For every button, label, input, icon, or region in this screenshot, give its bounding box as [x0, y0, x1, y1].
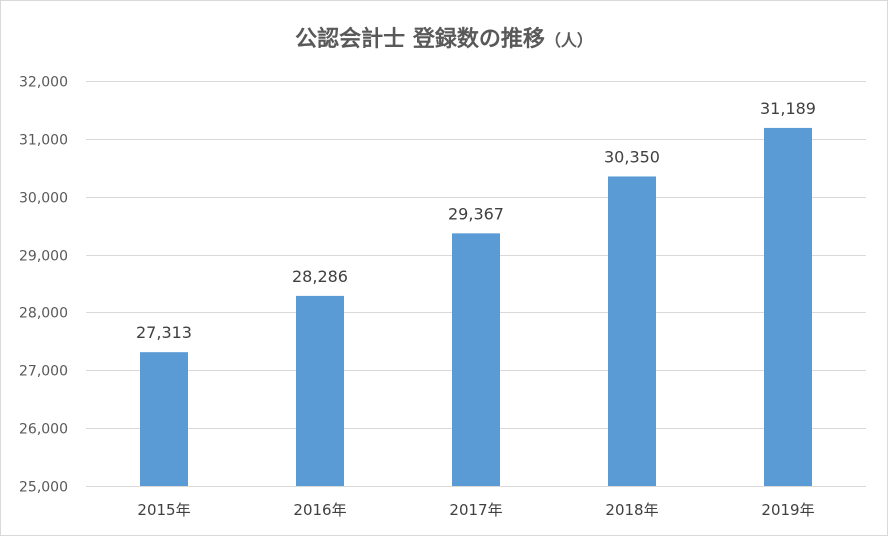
bar-value-label: 27,313 [136, 323, 192, 342]
bar-value-label: 30,350 [604, 147, 660, 166]
data-labels: 27,313 28,286 29,367 30,350 31,189 [136, 99, 816, 342]
x-axis-categories: 2015年 2016年 2017年 2018年 2019年 [137, 501, 814, 519]
x-category-label: 2018年 [605, 501, 658, 519]
y-tick-label: 28,000 [19, 306, 68, 322]
y-tick-label: 30,000 [19, 191, 68, 207]
y-tick-label: 26,000 [19, 422, 68, 438]
x-category-label: 2016年 [293, 501, 346, 519]
bar-value-label: 29,367 [448, 204, 504, 223]
y-tick-label: 31,000 [19, 133, 68, 149]
bar [296, 295, 344, 486]
bar [140, 352, 188, 486]
y-tick-label: 29,000 [19, 249, 68, 265]
bars [140, 127, 812, 486]
bar [764, 127, 812, 486]
x-category-label: 2015年 [137, 501, 190, 519]
y-tick-label: 27,000 [19, 364, 68, 380]
y-tick-label: 25,000 [19, 480, 68, 496]
bar-value-label: 31,189 [760, 99, 816, 118]
chart-title-main: 公認会計士 登録数の推移 [295, 26, 545, 52]
y-axis-ticks: 25,000 26,000 27,000 28,000 29,000 30,000 31,0… [19, 75, 68, 496]
bar [452, 233, 500, 486]
bar-value-label: 28,286 [292, 267, 348, 286]
chart-title: 公認会計士 登録数の推移（人） [295, 26, 593, 52]
x-category-label: 2017年 [449, 501, 502, 519]
x-category-label: 2019年 [761, 501, 814, 519]
bar [608, 176, 656, 486]
chart-title-unit: （人） [545, 31, 593, 50]
y-tick-label: 32,000 [19, 75, 68, 91]
